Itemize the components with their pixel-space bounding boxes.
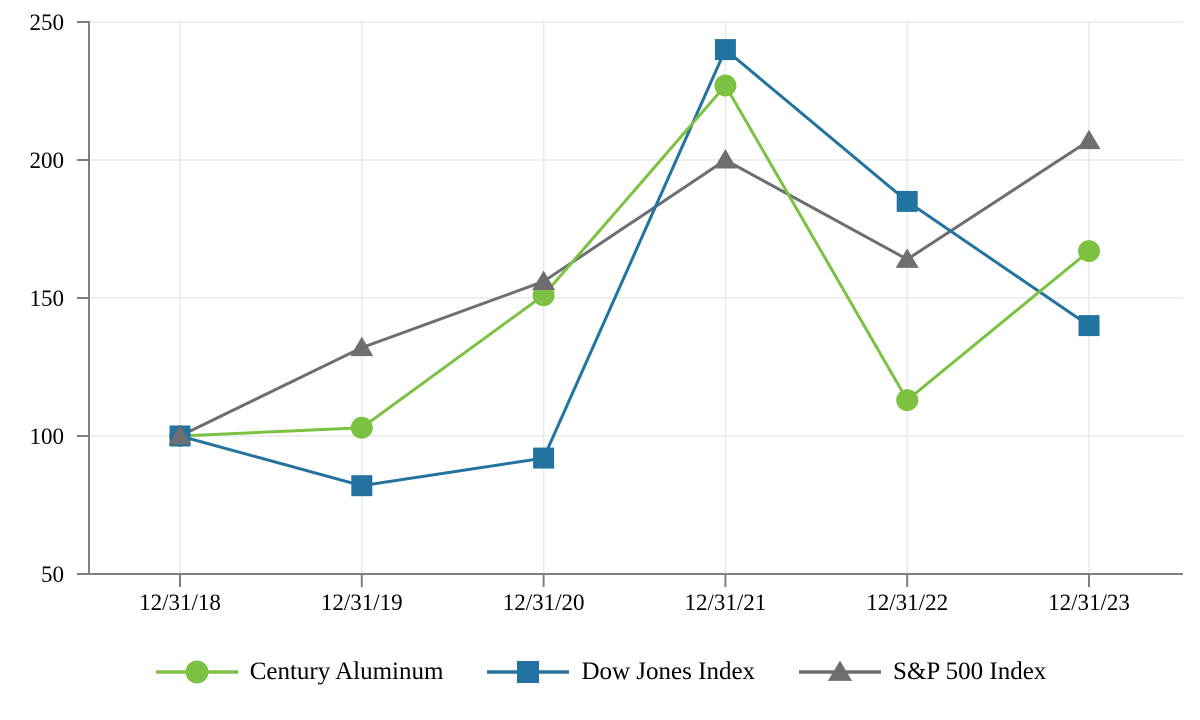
line-path	[179, 48, 1090, 488]
series-line-s-p-500-index	[179, 139, 1090, 438]
x-tick-label: 12/31/21	[685, 590, 767, 615]
series-markers-s-p-500-index	[168, 129, 1101, 445]
square-marker	[1078, 315, 1100, 337]
legend-label: S&P 500 Index	[893, 658, 1047, 685]
triangle-marker	[895, 248, 919, 268]
legend-label: Century Aluminum	[249, 658, 444, 685]
circle-marker	[350, 416, 373, 439]
legend-triangle-icon	[799, 660, 882, 681]
line-path	[179, 139, 1090, 438]
x-tick-label: 12/31/19	[321, 590, 403, 615]
triangle-marker	[713, 149, 737, 169]
square-marker	[351, 475, 373, 497]
series-markers-dow-jones-index	[169, 39, 1100, 497]
circle-marker	[1078, 240, 1100, 263]
series-markers-century-aluminum	[169, 74, 1100, 447]
circle-marker	[896, 389, 919, 412]
square-marker	[533, 447, 555, 469]
legend-item-century-aluminum: Century Aluminum	[154, 657, 444, 687]
triangle-marker	[168, 425, 192, 445]
square-marker	[714, 39, 736, 61]
triangle-marker	[532, 270, 556, 290]
legend-item-s-p-500-index: S&P 500 Index	[797, 657, 1046, 687]
y-tick-label: 250	[30, 10, 65, 35]
chart-legend: Century Aluminum Dow Jones Index S&P 500 I…	[0, 656, 1200, 688]
x-tick-label: 12/31/18	[139, 590, 221, 615]
triangle-marker	[1077, 129, 1101, 150]
y-tick-label: 50	[41, 562, 64, 587]
square-marker	[517, 660, 540, 684]
y-tick-label: 150	[30, 286, 65, 311]
h-gridlines	[89, 21, 1183, 437]
triangle-marker	[827, 660, 853, 681]
triangle-marker	[350, 336, 374, 357]
series-line-century-aluminum	[179, 83, 1090, 438]
y-tick-label: 100	[30, 424, 65, 449]
x-tick-label: 12/31/20	[503, 590, 585, 615]
x-tick-labels: 12/31/18 12/31/19 12/31/20 12/31/21 12/31/22…	[139, 590, 1130, 615]
axis-ticks	[77, 21, 1090, 587]
legend-item-dow-jones-index: Dow Jones Index	[485, 657, 755, 687]
legend-label: Dow Jones Index	[581, 658, 756, 685]
series-line-dow-jones-index	[179, 48, 1090, 488]
circle-marker	[714, 74, 737, 97]
x-tick-label: 12/31/23	[1048, 590, 1130, 615]
y-tick-labels: 50 100 150 200 250	[30, 10, 65, 587]
y-tick-label: 200	[30, 148, 65, 173]
square-marker	[896, 190, 918, 212]
circle-marker	[185, 660, 209, 684]
x-tick-label: 12/31/22	[866, 590, 948, 615]
legend-circle-icon	[155, 660, 238, 684]
legend-square-icon	[487, 660, 570, 684]
line-path	[179, 83, 1090, 438]
